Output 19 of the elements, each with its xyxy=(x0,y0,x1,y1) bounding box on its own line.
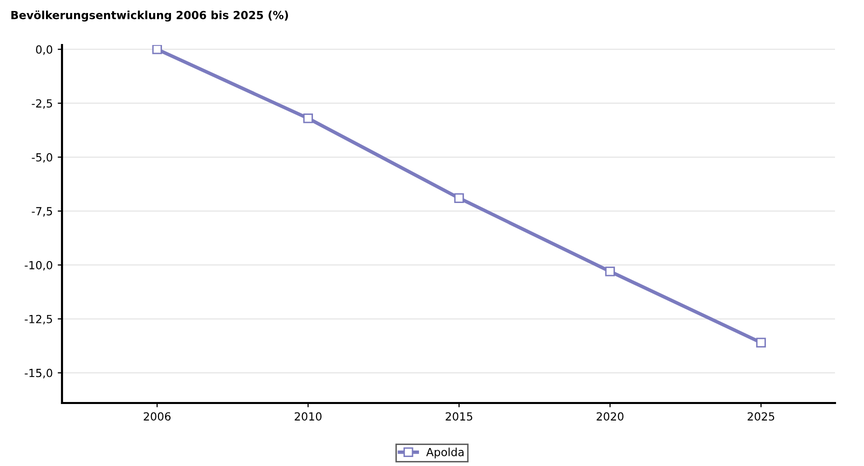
x-tick-label: 2025 xyxy=(748,412,774,421)
legend-label: Apolda xyxy=(426,448,464,458)
x-tick-label: 2006 xyxy=(144,412,171,421)
chart-title: Bevölkerungsentwicklung 2006 bis 2025 (%) xyxy=(11,10,288,22)
point xyxy=(454,193,464,203)
x-tick-label: 2015 xyxy=(446,412,472,421)
x-tick-label: 2010 xyxy=(294,412,322,421)
y-tick-label: -5,0 xyxy=(32,153,52,163)
x-tick-label: 2020 xyxy=(596,412,624,421)
y-tick-label: 0,0 xyxy=(36,45,52,55)
point xyxy=(756,338,766,348)
y-tick-label: -7,5 xyxy=(32,207,52,217)
point xyxy=(605,266,615,276)
y-tick-label: -12,5 xyxy=(24,314,52,324)
point xyxy=(303,113,313,124)
y-tick-label: -10,0 xyxy=(24,260,52,270)
point xyxy=(152,45,162,54)
y-tick-label: -15,0 xyxy=(24,368,52,378)
y-tick-label: -2,5 xyxy=(32,99,52,109)
